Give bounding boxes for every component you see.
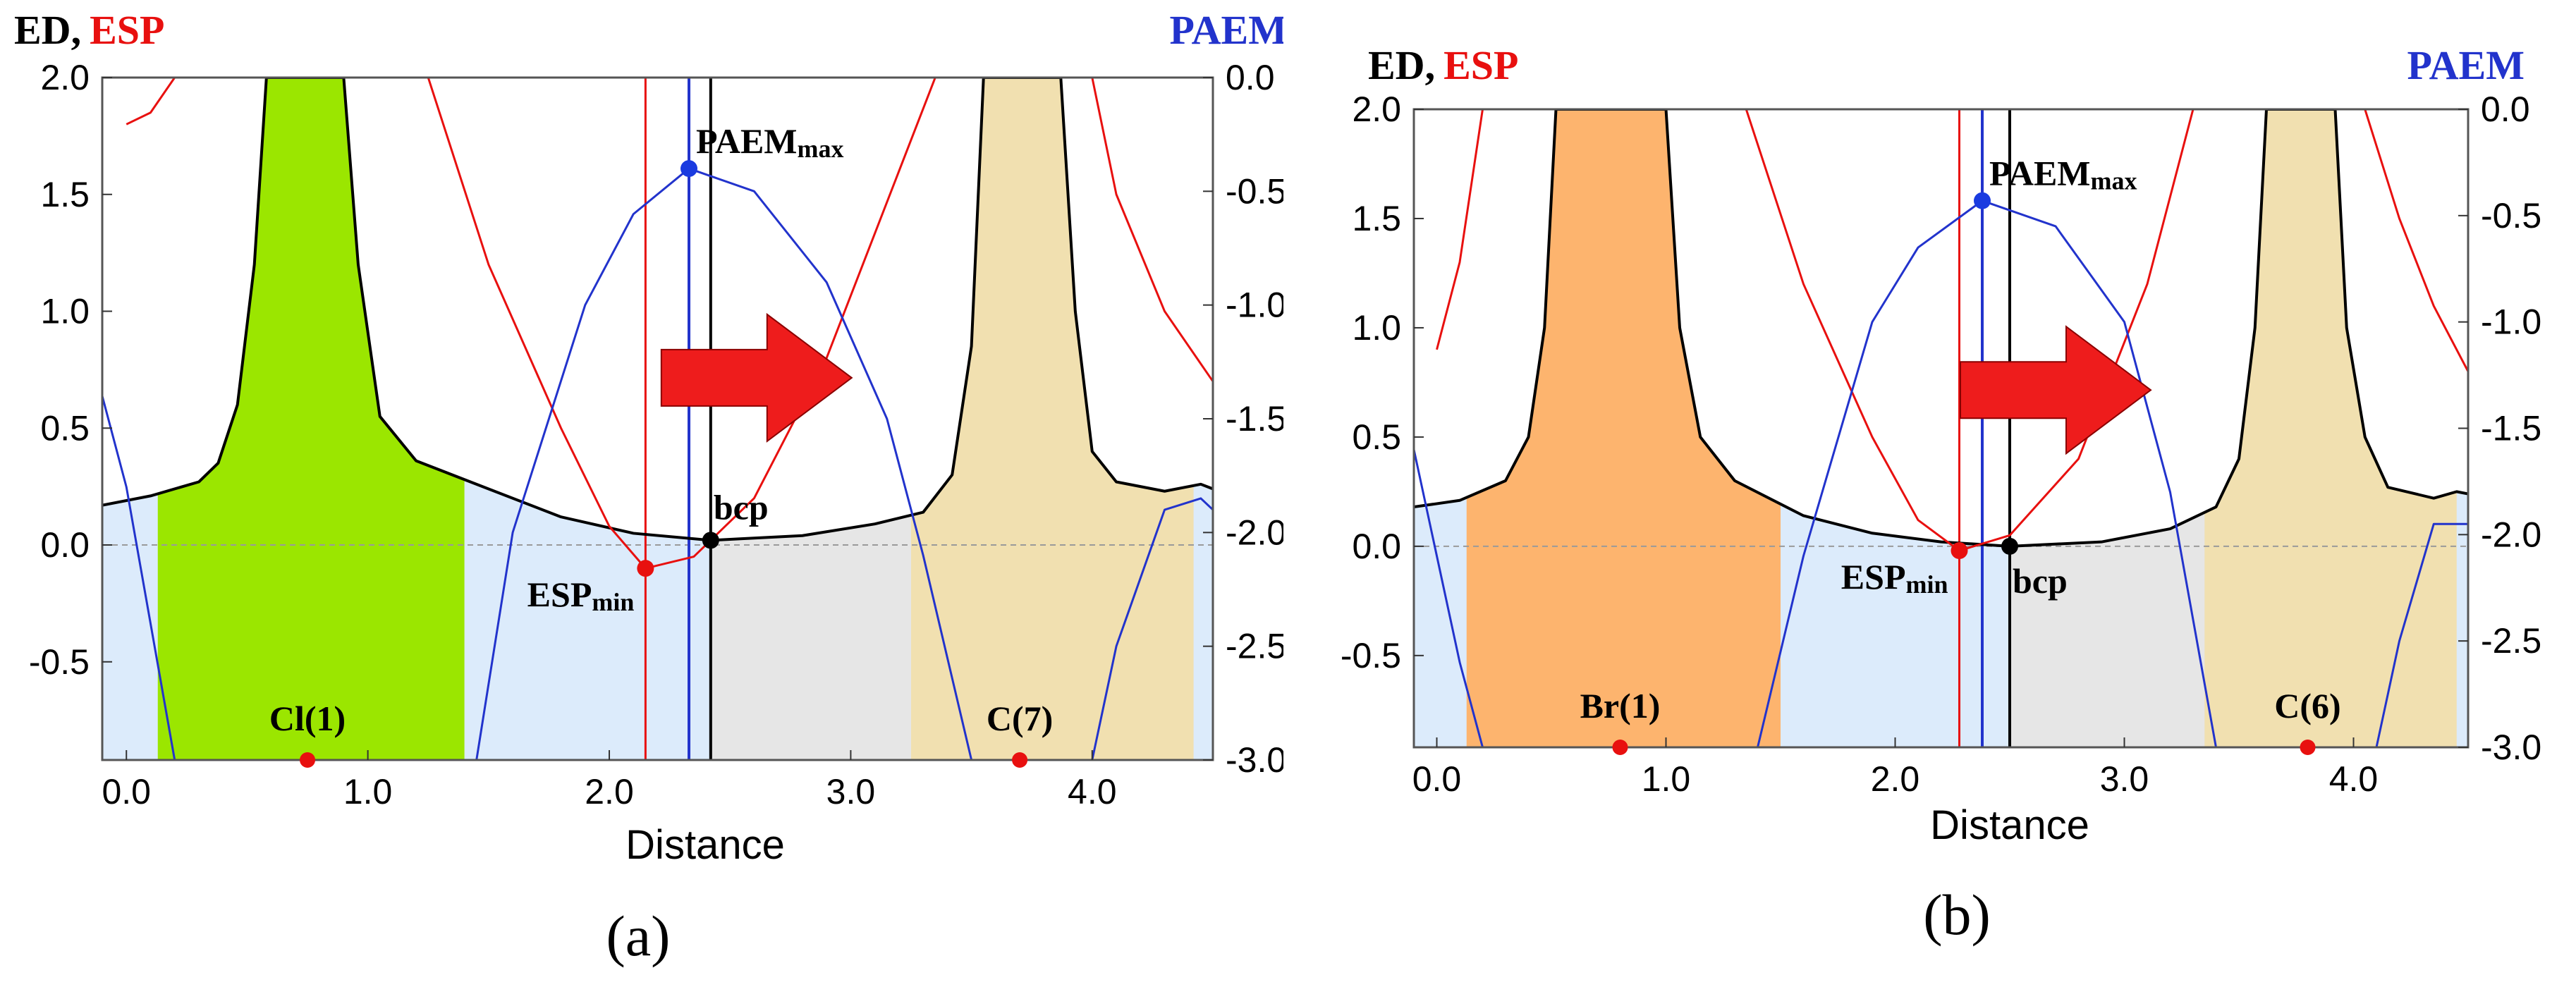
y-left-tick-label: 2.0 (1352, 90, 1401, 129)
x-tick-label: 3.0 (826, 772, 876, 811)
bcp-point (2001, 537, 2018, 555)
y-left-tick-label: 0.0 (40, 525, 90, 565)
y-right-tick-label: 0.0 (2481, 90, 2530, 129)
paem-max-point (1974, 192, 1991, 209)
esp-min-point (1951, 542, 1968, 560)
x-tick-label: 3.0 (2100, 759, 2149, 799)
bond-region (2010, 512, 2205, 747)
y-left-tick-label: 0.5 (40, 408, 90, 448)
above-ed-region (102, 78, 1213, 541)
ed-label: ED, (14, 7, 81, 53)
x-tick-label: 2.0 (1871, 759, 1920, 799)
atom2-basin (2204, 109, 2457, 747)
bcp-point (702, 532, 719, 549)
left-axis-title-a: ED, ESP (14, 7, 164, 53)
plot-content (1414, 109, 2468, 747)
y-right-tick-label: -0.5 (2481, 196, 2541, 235)
y-right-tick-label: -2.5 (2481, 621, 2541, 661)
atom-nucleus-marker (1612, 740, 1628, 755)
esp-min-label: ESPmin (527, 575, 635, 616)
panel-a: 0.0 1.0 2.0 3.0 4.0 2.0 1.5 1.0 0.5 0.0 -0.5 0.0 -0.… (14, 7, 1283, 968)
x-tick-label: 0.0 (1412, 759, 1462, 799)
above-ed-region (1414, 109, 2468, 546)
y-left-tick-label: 0.0 (1352, 527, 1401, 566)
y-right-tick-label: -2.0 (1226, 513, 1283, 552)
direction-arrow (1960, 325, 2152, 455)
y-left-tick-label: 2.0 (40, 58, 90, 97)
x-tick-label: 2.0 (585, 772, 634, 811)
y-right-tick-label: -0.5 (1226, 171, 1283, 211)
esp-min-label: ESPmin (1841, 557, 1948, 599)
paem-max-point (680, 160, 698, 178)
x-tick-label: 1.0 (343, 772, 393, 811)
plot-content (102, 78, 1213, 760)
atom1-basin (1466, 109, 1781, 747)
atom-nucleus-marker (300, 752, 316, 768)
y-right-tick-label: -2.0 (2481, 515, 2541, 554)
series-esp (126, 78, 1213, 570)
esp-min-point (637, 560, 654, 577)
esp-label: ESP (1443, 42, 1518, 88)
bond-region (710, 515, 912, 760)
y-left-tick-label: 1.0 (40, 292, 90, 331)
atom2-basin (911, 78, 1194, 760)
bcp-label: bcp (2013, 561, 2068, 601)
y-left-tick-label: 0.5 (1352, 417, 1401, 457)
y-left-tick-label: 1.0 (1352, 308, 1401, 348)
y-left-tick-label: -0.5 (29, 642, 90, 682)
x-tick-label: 1.0 (1642, 759, 1691, 799)
paem-max-label: PAEMmax (696, 121, 843, 163)
ed-label: ED, (1368, 42, 1435, 88)
y-left-tick-label: 1.5 (1352, 199, 1401, 238)
y-right-tick-label: 0.0 (1226, 58, 1275, 97)
x-tick-label: 4.0 (1068, 772, 1117, 811)
x-tick-label: 0.0 (102, 772, 151, 811)
atom-label: Br(1) (1580, 686, 1661, 725)
series-esp (1436, 109, 2468, 552)
y-right-tick-label: -3.0 (2481, 728, 2541, 767)
atom-nucleus-marker (2300, 740, 2316, 755)
right-axis-title-a: PAEM (1170, 7, 1283, 53)
atom-label: C(7) (987, 699, 1053, 738)
atom-label: C(6) (2274, 686, 2340, 725)
x-axis-title-b: Distance (1930, 802, 2089, 848)
y-left-tick-label: 1.5 (40, 175, 90, 214)
atom-nucleus-marker (1012, 752, 1028, 768)
direction-arrow (660, 312, 853, 443)
right-axis-title-b: PAEM (2407, 42, 2525, 88)
y-right-tick-label: -1.5 (1226, 399, 1283, 439)
plot-area-a: 0.0 1.0 2.0 3.0 4.0 2.0 1.5 1.0 0.5 0.0 -0.5 0.0 -0.… (29, 58, 1283, 811)
y-left-tick-label: -0.5 (1341, 636, 1401, 675)
panel-caption-a: (a) (606, 904, 670, 968)
x-tick-label: 4.0 (2329, 759, 2379, 799)
series-ed (102, 78, 1213, 542)
plot-area-b: 0.0 1.0 2.0 3.0 4.0 2.0 1.5 1.0 0.5 0.0 -0.5 0.0 -0.… (1341, 90, 2541, 799)
y-right-tick-label: -1.0 (1226, 286, 1283, 325)
atom1-basin (157, 78, 465, 760)
bcp-label: bcp (714, 487, 769, 527)
y-right-tick-label: -1.0 (2481, 302, 2541, 342)
series-paem (102, 167, 1213, 760)
y-right-tick-label: -2.5 (1226, 627, 1283, 666)
y-right-tick-label: -3.0 (1226, 740, 1283, 780)
paem-max-label: PAEMmax (1989, 154, 2137, 195)
panel-caption-b: (b) (1923, 883, 1991, 947)
y-right-tick-label: -1.5 (2481, 409, 2541, 448)
left-axis-title-b: ED, ESP (1368, 42, 1518, 88)
x-axis-title-a: Distance (625, 822, 785, 868)
atom-label: Cl(1) (269, 699, 346, 738)
panel-b: 0.0 1.0 2.0 3.0 4.0 2.0 1.5 1.0 0.5 0.0 -0.5 0.0 -0.… (1341, 42, 2541, 947)
esp-label: ESP (90, 7, 164, 53)
